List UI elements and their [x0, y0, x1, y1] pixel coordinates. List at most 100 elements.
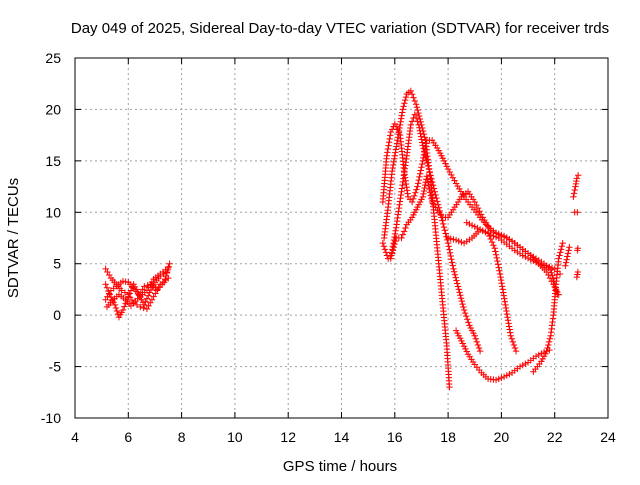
data-point	[570, 190, 578, 197]
data-point	[509, 338, 517, 346]
y-tick-label: 0	[53, 307, 61, 323]
data-point	[423, 173, 430, 180]
data-point	[392, 227, 399, 234]
y-tick-label: 10	[45, 204, 61, 220]
data-point	[535, 351, 542, 359]
data-point	[571, 186, 578, 194]
data-point	[142, 298, 149, 305]
data-point	[428, 195, 435, 202]
data-point	[545, 338, 553, 346]
data-point	[543, 347, 550, 355]
data-point	[397, 118, 404, 125]
data-point	[133, 301, 141, 309]
data-point	[471, 198, 478, 206]
data-point	[456, 289, 463, 296]
data-point	[390, 158, 397, 166]
data-point	[519, 252, 526, 259]
data-point	[556, 270, 564, 278]
data-point	[506, 329, 514, 336]
data-point	[506, 370, 513, 378]
data-point	[144, 282, 151, 289]
x-tick-label: 24	[600, 429, 616, 445]
data-point	[449, 262, 456, 269]
data-point	[458, 238, 465, 246]
data-point	[429, 182, 437, 189]
data-point	[381, 246, 389, 253]
data-point	[498, 374, 505, 382]
data-point	[458, 297, 466, 305]
data-point	[399, 231, 406, 238]
data-point	[497, 276, 505, 284]
data-point	[388, 167, 396, 175]
data-point	[412, 114, 420, 122]
data-point	[505, 320, 512, 327]
data-point	[424, 179, 432, 186]
data-point	[385, 138, 393, 146]
data-point	[412, 189, 419, 196]
data-point	[538, 261, 545, 268]
data-point	[438, 214, 445, 221]
data-point	[394, 137, 401, 144]
data-point	[162, 272, 170, 280]
data-point	[527, 256, 534, 263]
data-point	[425, 166, 433, 173]
y-axis-label: SDTVAR / TECUs	[5, 178, 22, 298]
data-point	[401, 96, 409, 104]
data-point	[119, 306, 127, 314]
data-point	[392, 146, 400, 153]
data-point	[387, 255, 395, 262]
data-point	[391, 120, 398, 128]
data-point	[416, 127, 424, 134]
data-point	[574, 209, 581, 216]
data-point	[137, 303, 144, 311]
data-point	[401, 100, 408, 107]
data-point	[476, 226, 484, 233]
data-point	[488, 238, 496, 246]
data-point	[557, 246, 565, 253]
data-point	[502, 304, 510, 312]
data-point	[430, 185, 438, 192]
data-point	[145, 292, 152, 299]
x-tick-label: 18	[440, 429, 456, 445]
data-point	[387, 132, 394, 139]
data-point	[501, 295, 508, 302]
data-point	[431, 188, 438, 195]
data-point	[464, 316, 471, 323]
x-tick-label: 10	[227, 429, 243, 445]
data-point	[408, 198, 416, 206]
data-point	[161, 275, 169, 283]
data-point	[477, 211, 485, 218]
data-point	[473, 201, 480, 209]
data-point	[482, 228, 489, 236]
data-point	[448, 259, 456, 266]
data-point	[495, 264, 502, 271]
data-point	[121, 289, 129, 296]
data-point	[414, 118, 421, 125]
data-point	[122, 278, 129, 285]
data-point	[495, 375, 502, 383]
data-point	[439, 220, 447, 228]
data-point	[522, 360, 529, 368]
data-point	[388, 252, 395, 259]
data-point	[555, 291, 562, 298]
data-point	[570, 193, 577, 201]
data-point	[399, 106, 406, 113]
data-point	[428, 175, 435, 183]
data-point	[439, 217, 446, 224]
x-tick-label: 22	[547, 429, 563, 445]
data-point	[411, 192, 418, 200]
data-point	[118, 287, 125, 294]
data-point	[452, 274, 459, 281]
data-point	[492, 248, 499, 255]
data-point	[419, 142, 426, 149]
data-point	[111, 301, 119, 309]
data-point	[504, 317, 512, 324]
data-point	[446, 249, 454, 256]
data-point	[415, 176, 422, 184]
data-point	[387, 128, 395, 136]
data-point	[494, 257, 501, 265]
data-point	[485, 224, 493, 232]
data-point	[418, 164, 425, 171]
data-point	[407, 121, 414, 129]
